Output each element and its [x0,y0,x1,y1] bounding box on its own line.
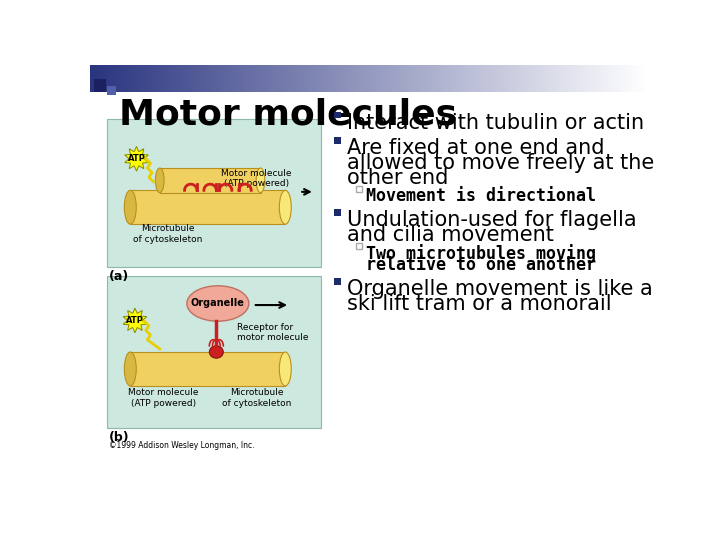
Bar [160,168,261,193]
Text: Motor molecule
(ATP powered): Motor molecule (ATP powered) [221,168,292,188]
Text: Undulation-used for flagella: Undulation-used for flagella [346,210,636,230]
Ellipse shape [279,352,292,386]
Bar [107,85,117,95]
Bar [334,209,341,216]
Text: Organelle movement is like a: Organelle movement is like a [346,279,652,299]
Text: Two microtubules moving: Two microtubules moving [366,244,595,263]
Bar [130,352,285,386]
Text: Receptor for
motor molecule: Receptor for motor molecule [238,323,309,342]
Text: (a): (a) [109,269,129,282]
Text: Organelle: Organelle [191,299,245,308]
Bar [107,119,321,267]
Ellipse shape [125,352,136,386]
Ellipse shape [210,346,223,358]
Bar [334,278,341,285]
Text: Motor molecule
(ATP powered): Motor molecule (ATP powered) [128,388,199,408]
Text: and cilia movement: and cilia movement [346,225,554,245]
Text: Motor molecules: Motor molecules [120,97,458,131]
Ellipse shape [156,168,164,193]
Bar [334,137,341,144]
Ellipse shape [256,168,265,193]
Text: Microtubule
of cytoskeleton: Microtubule of cytoskeleton [222,388,292,408]
Text: relative to one another: relative to one another [366,256,595,274]
Text: Microtubule
of cytoskeleton: Microtubule of cytoskeleton [132,224,202,244]
Bar [107,276,321,428]
Text: (b): (b) [109,431,129,444]
Bar [94,79,107,92]
Text: ATP: ATP [126,316,144,325]
Bar [334,111,341,118]
Text: Interact with tubulin or actin: Interact with tubulin or actin [346,112,644,132]
Text: ATP: ATP [127,154,145,163]
Text: other end: other end [346,168,448,188]
Ellipse shape [125,190,136,224]
Polygon shape [123,308,147,333]
Text: Are fixed at one end and: Are fixed at one end and [346,138,604,158]
Polygon shape [125,146,148,171]
Bar [356,186,362,192]
Text: ©1999 Addison Wesley Longman, Inc.: ©1999 Addison Wesley Longman, Inc. [109,441,254,450]
Ellipse shape [187,286,249,321]
Bar [130,190,285,224]
Text: allowed to move freely at the: allowed to move freely at the [346,153,654,173]
Ellipse shape [279,190,292,224]
Text: ski lift tram or a monorail: ski lift tram or a monorail [346,294,611,314]
Bar [356,243,362,249]
Text: Movement is directional: Movement is directional [366,187,595,205]
